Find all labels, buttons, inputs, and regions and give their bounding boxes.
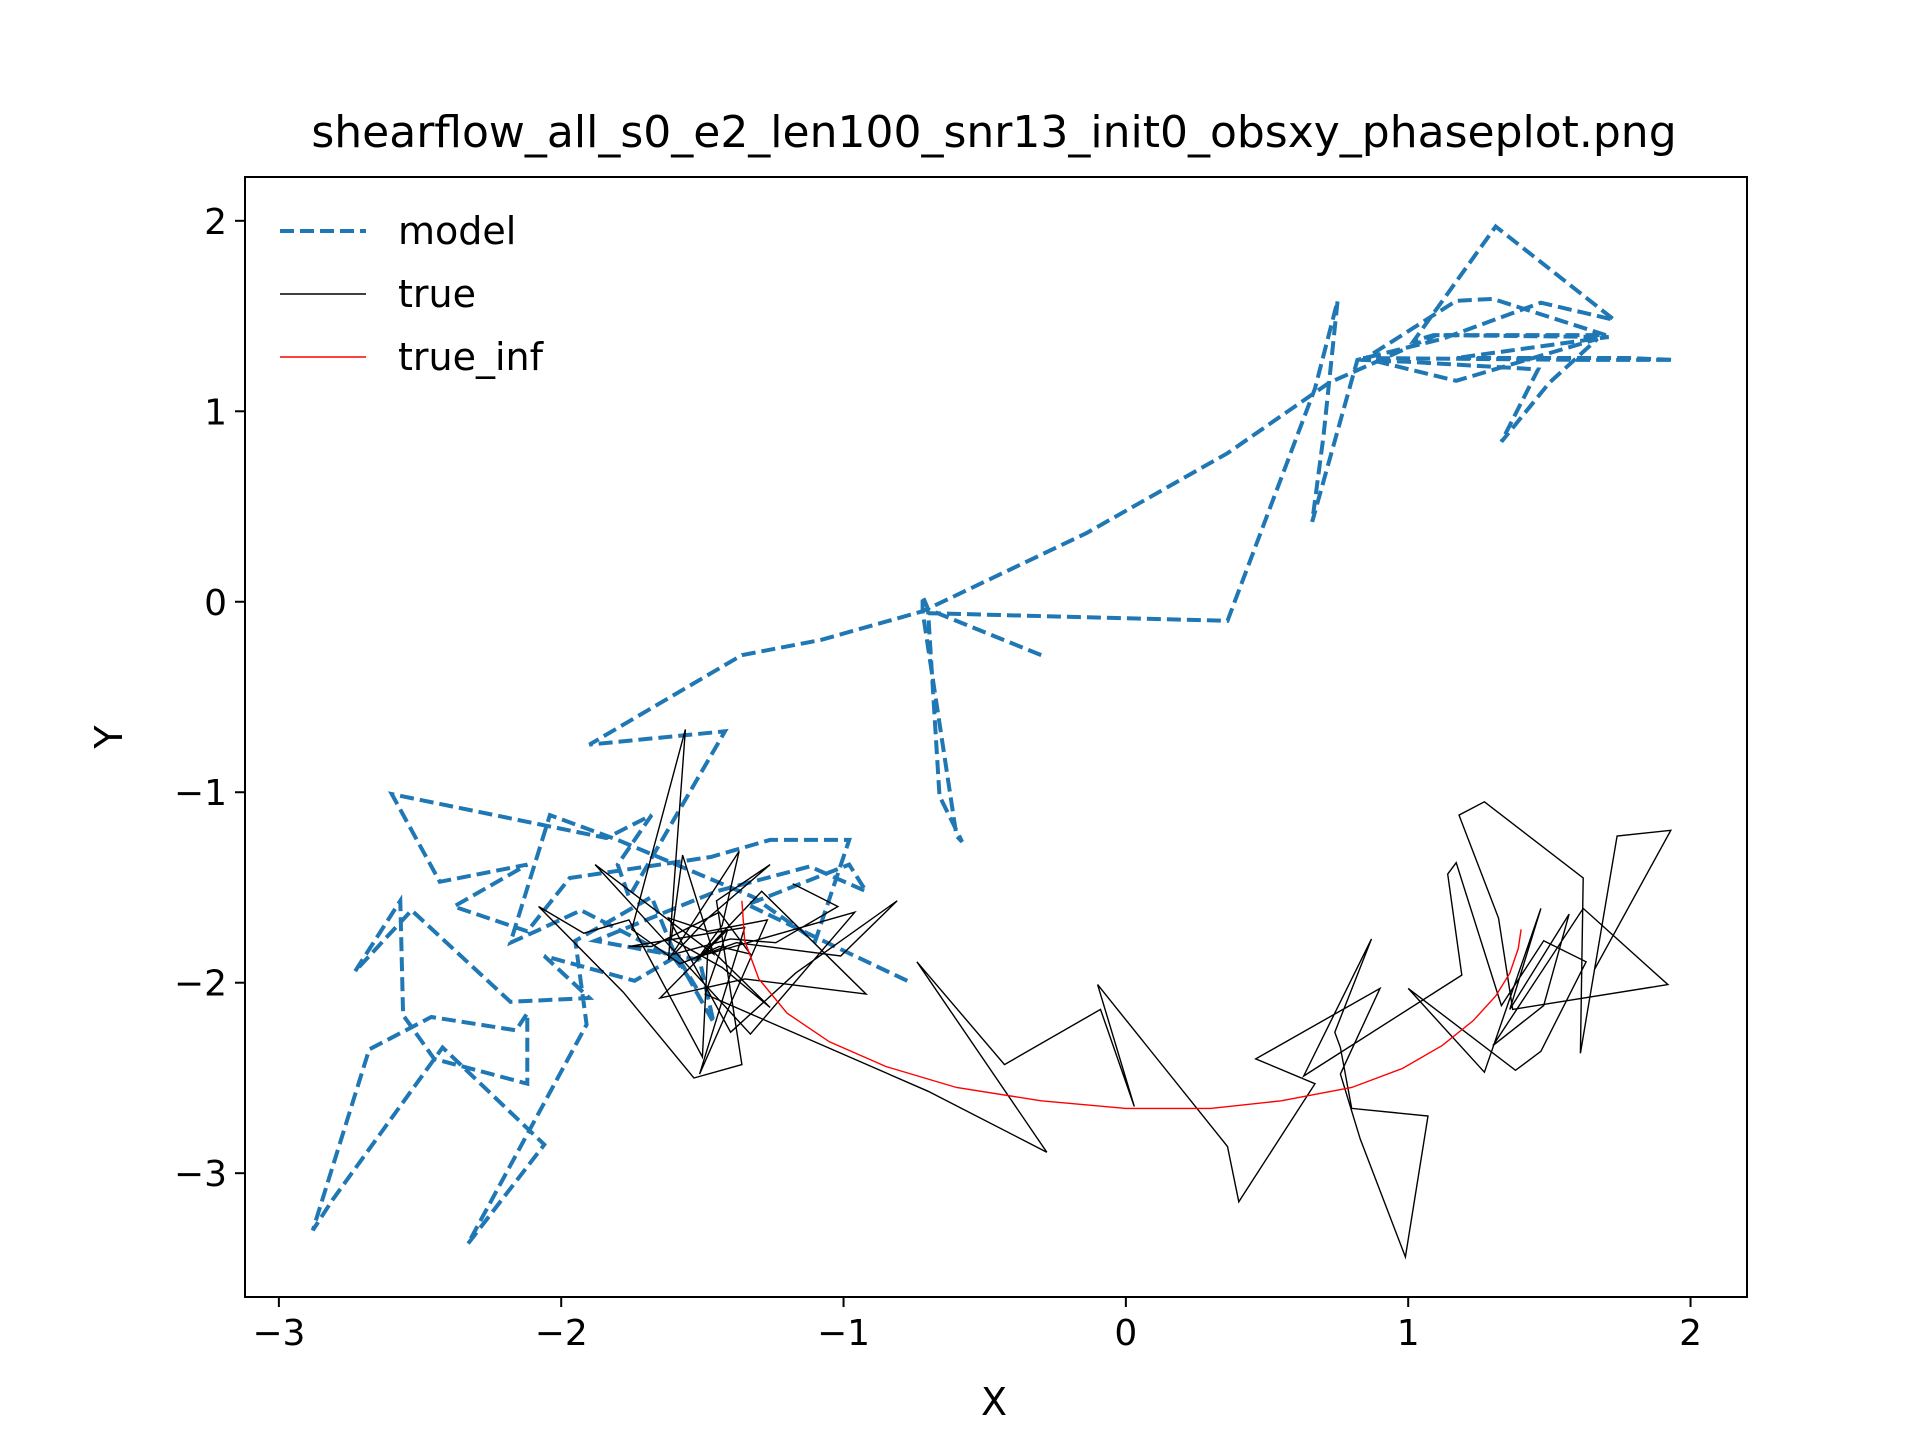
y-tick-label: 0 [204, 583, 227, 624]
x-tick-label: −3 [252, 1313, 305, 1354]
y-tick-label: 2 [204, 202, 227, 243]
legend-model-label: model [398, 209, 516, 253]
series-layer [310, 223, 1674, 1260]
legend-true-label: true [398, 272, 476, 316]
y-axis-label: Y [87, 725, 131, 750]
legend: model true true_inf [280, 209, 545, 379]
series-true-line [538, 729, 1673, 1260]
x-tick-label: 2 [1679, 1313, 1702, 1354]
y-axis: −3 −2 −1 0 1 2 [174, 202, 245, 1195]
x-tick-label: 1 [1397, 1313, 1420, 1354]
y-tick-label: 1 [204, 392, 227, 433]
series-true-inf-line [741, 900, 1522, 1110]
x-axis: −3 −2 −1 0 1 2 [252, 1297, 1702, 1354]
plot-frame [244, 176, 1748, 1298]
x-tick-label: 0 [1114, 1313, 1137, 1354]
x-tick-label: −1 [817, 1313, 870, 1354]
y-tick-label: −1 [174, 773, 227, 814]
x-axis-label: X [981, 1380, 1007, 1424]
x-tick-label: −2 [535, 1313, 588, 1354]
chart-title: shearflow_all_s0_e2_len100_snr13_init0_o… [311, 107, 1676, 158]
y-tick-label: −3 [174, 1154, 227, 1195]
legend-true-inf-label: true_inf [398, 335, 545, 379]
series-model-line [310, 223, 1674, 1245]
y-tick-label: −2 [174, 964, 227, 1005]
